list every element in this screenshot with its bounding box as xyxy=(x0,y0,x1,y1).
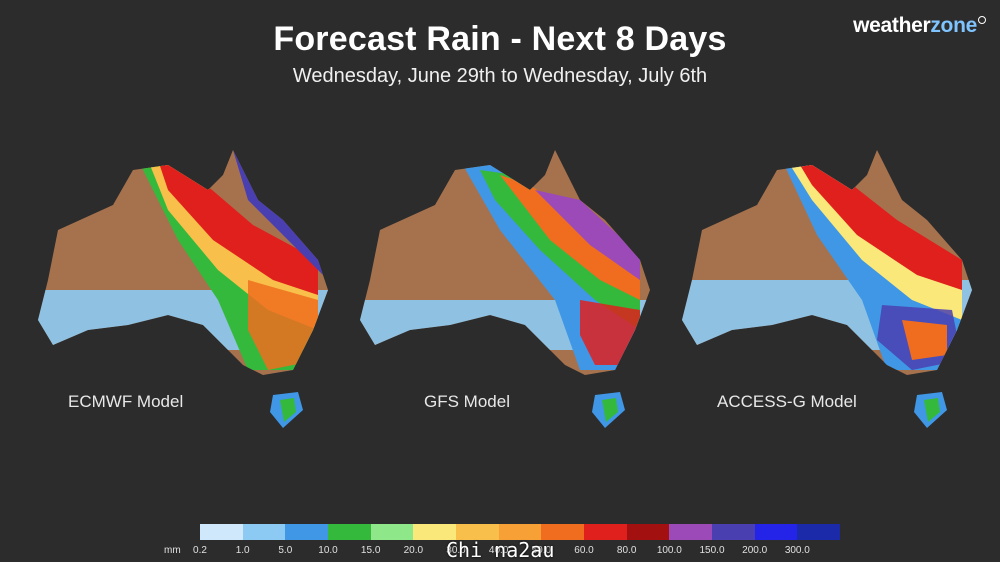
legend-tick-label: 100.0 xyxy=(656,545,682,556)
legend-swatch xyxy=(456,524,499,540)
gfs-map xyxy=(340,130,660,440)
australia-rain-map-gfs xyxy=(360,150,650,428)
legend-swatch xyxy=(285,524,329,540)
legend-swatch xyxy=(200,524,243,540)
legend-tick-label: 60.0 xyxy=(574,545,594,556)
legend-swatch xyxy=(712,524,755,540)
legend-swatch xyxy=(669,524,713,540)
page-title: Forecast Rain - Next 8 Days xyxy=(273,20,727,58)
legend-tick-label: 40.0 xyxy=(488,545,509,556)
access-g-model-label: ACCESS-G Model xyxy=(717,392,857,411)
watermark-text: Chi na2au xyxy=(446,538,555,562)
legend-unit: mm xyxy=(164,545,181,556)
legend-swatch xyxy=(541,524,585,540)
legend-tick-label: 5.0 xyxy=(278,545,293,556)
logo-text-zone: zone xyxy=(930,14,977,37)
legend-tick-label: 15.0 xyxy=(360,545,381,556)
rainfall-legend-bar xyxy=(200,524,841,540)
legend-tick-label: 80.0 xyxy=(616,545,637,556)
australia-rain-map-access-g xyxy=(682,150,972,428)
access-g-map xyxy=(662,130,982,440)
legend-swatch xyxy=(797,524,841,540)
page-subtitle: Wednesday, June 29th to Wednesday, July … xyxy=(292,65,708,87)
logo-dot-icon xyxy=(978,16,986,24)
legend-tick-label: 0.2 xyxy=(193,545,207,556)
legend-tick-label: 150.0 xyxy=(699,545,725,556)
legend-swatch xyxy=(413,524,457,540)
legend-tick-label: 30.0 xyxy=(446,545,466,556)
legend-tick-label: 50.0 xyxy=(531,545,552,556)
legend-swatch xyxy=(584,524,627,540)
ecmwf-map xyxy=(18,130,338,440)
legend-swatch xyxy=(242,524,286,540)
legend-tick-label: 20.0 xyxy=(403,545,424,556)
weatherzone-logo: weatherzone xyxy=(853,14,986,38)
legend-swatch xyxy=(370,524,414,540)
gfs-model-label: GFS Model xyxy=(424,392,510,411)
legend-swatch xyxy=(498,524,542,540)
legend-tick-labels: 0.2 1.0 5.0 10.0 15.0 20.0 30.0 40.0 50.0 60.0 80.… xyxy=(193,545,840,559)
legend-tick-label: 200.0 xyxy=(742,545,768,556)
ecmwf-model-label: ECMWF Model xyxy=(68,392,184,411)
legend-swatch xyxy=(754,524,798,540)
legend-tick-label: 300.0 xyxy=(784,545,810,556)
legend-tick-label: 1.0 xyxy=(235,545,250,556)
legend-swatch xyxy=(328,524,371,540)
legend-swatch xyxy=(626,524,670,540)
legend-tick-label: 10.0 xyxy=(318,545,338,556)
logo-text-weather: weather xyxy=(853,14,931,37)
australia-rain-map-ecmwf xyxy=(38,150,328,428)
